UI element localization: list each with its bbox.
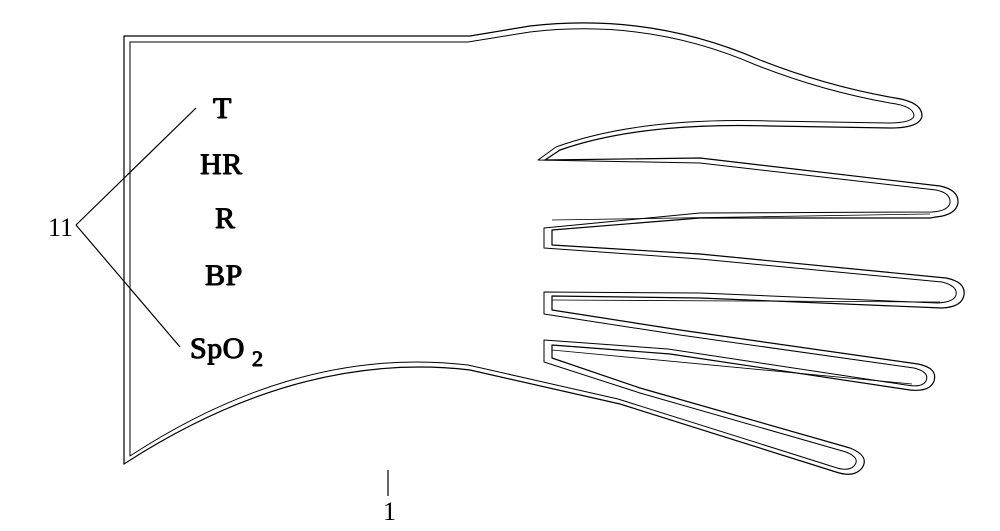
param-label-2: R bbox=[215, 202, 236, 235]
glove-diagram: THRRBPSpO2 111 bbox=[0, 0, 1000, 531]
param-label-4-sub: 2 bbox=[252, 346, 264, 371]
param-label-0: T bbox=[213, 92, 232, 125]
callout-11-leader-1 bbox=[76, 225, 180, 347]
vital-sign-labels: T HR R BP SpO 2 bbox=[190, 92, 264, 371]
callout-11-label: 11 bbox=[48, 213, 73, 242]
callout-11-leader-0 bbox=[76, 108, 196, 225]
finger-slit-1 bbox=[552, 214, 930, 220]
glove-body bbox=[124, 23, 964, 474]
param-label-3: BP bbox=[205, 259, 243, 292]
param-label-4: SpO bbox=[190, 332, 245, 365]
glove-outer-path bbox=[124, 23, 964, 474]
param-label-1: HR bbox=[200, 148, 243, 181]
callout-1-label: 1 bbox=[383, 497, 396, 526]
glove-inner-path bbox=[130, 29, 956, 469]
